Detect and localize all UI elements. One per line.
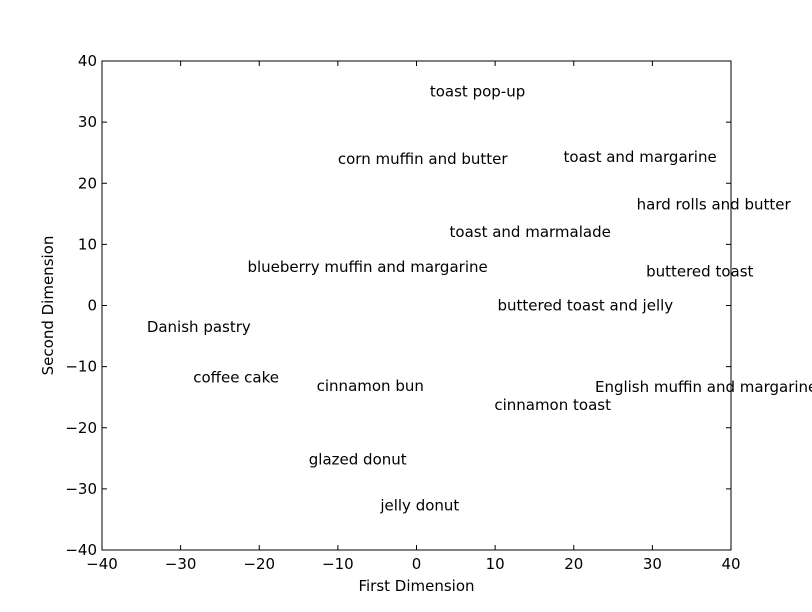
point-label: glazed donut	[309, 451, 407, 469]
point-label: toast and marmalade	[450, 223, 611, 241]
y-tick-label: −20	[65, 419, 97, 437]
x-tick-label: 40	[721, 555, 740, 573]
x-tick-label: 0	[412, 555, 422, 573]
y-tick-label: −10	[65, 358, 97, 376]
point-label: English muffin and margarine	[595, 378, 812, 396]
point-label: coffee cake	[193, 369, 279, 387]
y-tick-label: −40	[65, 541, 97, 559]
point-label: buttered toast and jelly	[497, 297, 673, 315]
y-tick-label: 40	[78, 52, 97, 70]
x-tick-label: −30	[165, 555, 197, 573]
y-tick-label: 30	[78, 113, 97, 131]
y-tick-label: 10	[78, 235, 97, 253]
point-label: toast and margarine	[564, 148, 717, 166]
y-tick-label: 0	[87, 297, 97, 315]
x-axis-label: First Dimension	[358, 577, 474, 595]
y-tick-label: −30	[65, 480, 97, 498]
y-tick-label: 20	[78, 174, 97, 192]
x-tick-label: 30	[643, 555, 662, 573]
y-axis-label: Second Dimension	[39, 236, 57, 376]
point-label: cinnamon toast	[494, 396, 611, 414]
x-tick-label: −20	[243, 555, 275, 573]
point-label: Danish pastry	[147, 318, 251, 336]
point-label: jelly donut	[379, 496, 459, 514]
x-tick-label: −10	[322, 555, 354, 573]
x-tick-label: 20	[564, 555, 583, 573]
point-label: cinnamon bun	[317, 377, 424, 395]
point-label: toast pop-up	[430, 83, 525, 101]
point-label: blueberry muffin and margarine	[247, 258, 487, 276]
point-label: buttered toast	[646, 262, 753, 280]
point-label: corn muffin and butter	[338, 150, 509, 168]
x-tick-label: −40	[86, 555, 118, 573]
x-tick-label: 10	[486, 555, 505, 573]
point-label: hard rolls and butter	[637, 196, 792, 214]
